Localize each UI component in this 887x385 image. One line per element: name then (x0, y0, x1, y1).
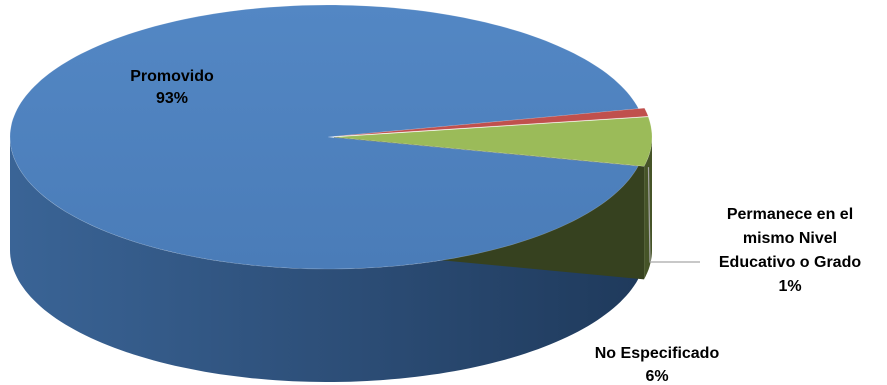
leader-line-permanece (647, 167, 700, 263)
slice-label-permanece-line1: Permanece en el (727, 206, 853, 223)
slice-label-no-especificado-percent: 6% (645, 368, 668, 385)
pie-slices (9, 4, 653, 382)
data-labels: Promovido 93% Permanece en el mismo Nive… (130, 68, 861, 385)
slice-label-permanece-line2: mismo Nivel (743, 230, 837, 247)
slice-side-promovido (10, 137, 639, 382)
slice-label-promovido-name: Promovido (130, 68, 214, 85)
slice-top-no-especificado (333, 116, 653, 167)
slice-label-permanece-line3: Educativo o Grado (719, 254, 861, 271)
slice-label-no-especificado-name: No Especificado (595, 345, 720, 362)
slice-top-promovido (9, 4, 640, 270)
slice-label-promovido-percent: 93% (156, 90, 188, 107)
slice-label-permanece-percent: 1% (778, 278, 801, 295)
slice-top-permanece (333, 107, 649, 137)
